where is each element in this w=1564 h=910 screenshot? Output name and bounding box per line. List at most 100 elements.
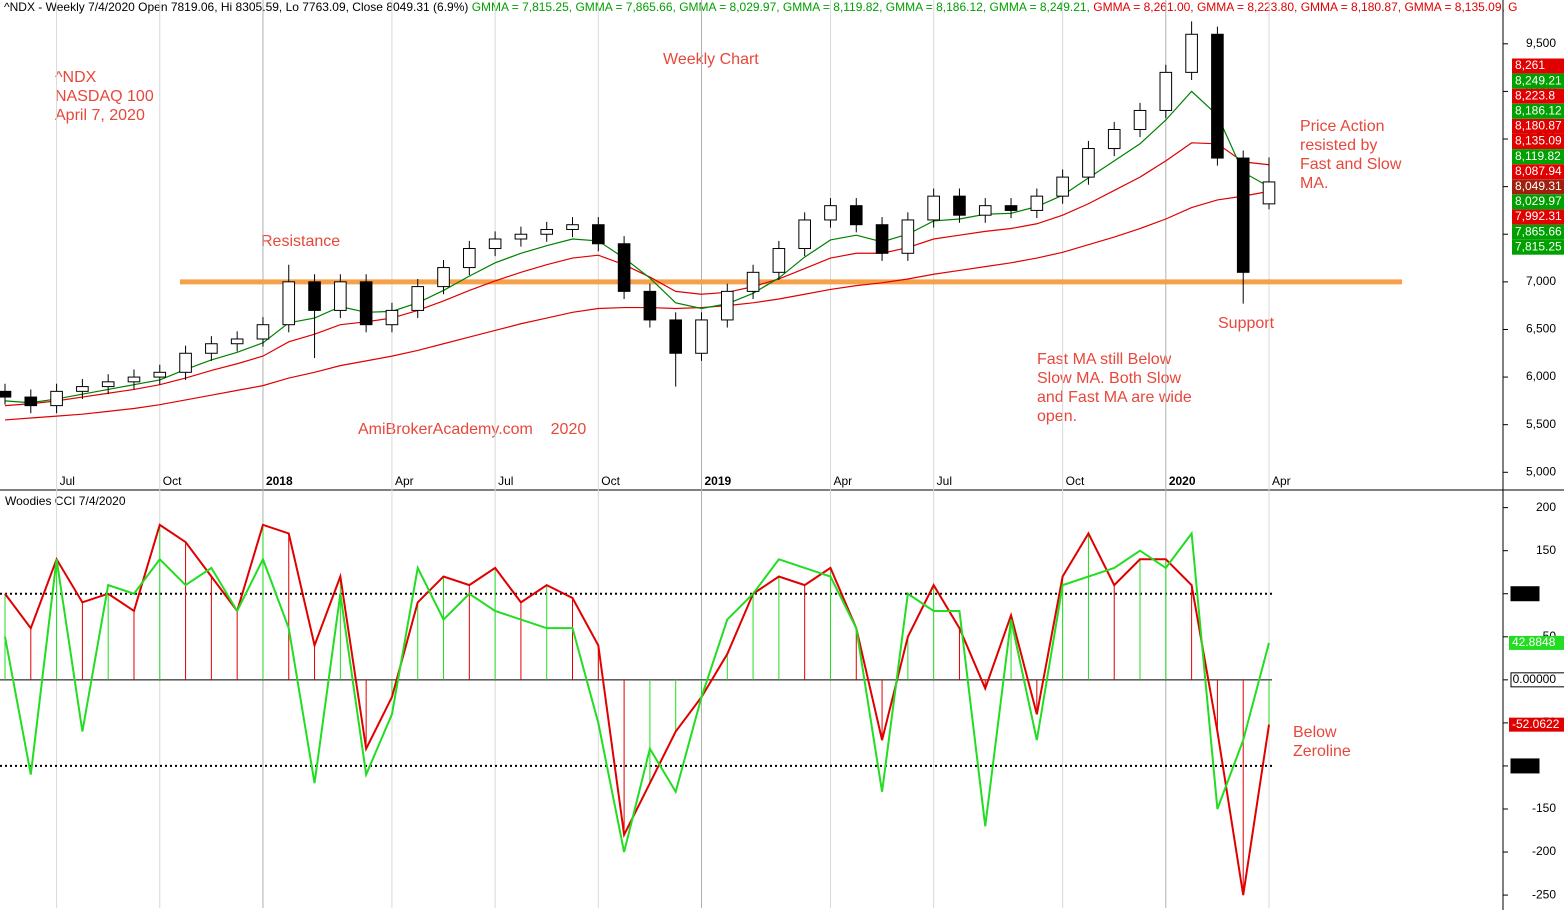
cci-line bbox=[4, 530, 1270, 853]
price-label: 8,186.12 bbox=[1515, 103, 1562, 117]
annotation: resisted by bbox=[1300, 137, 1377, 154]
candle-body bbox=[101, 381, 115, 388]
candle-body bbox=[514, 233, 528, 240]
price-label: 8,135.09 bbox=[1515, 134, 1562, 148]
candle-body bbox=[1082, 148, 1095, 178]
y-tick-label: -250 bbox=[1532, 887, 1556, 901]
candle-body bbox=[875, 224, 889, 254]
candle-body bbox=[927, 195, 940, 221]
annotation: AmiBrokerAcademy.com 2020 bbox=[358, 421, 586, 438]
gmma-line bbox=[4, 190, 1270, 421]
candle-body bbox=[205, 343, 218, 354]
candle-body bbox=[256, 324, 270, 340]
candle-body bbox=[1211, 33, 1224, 159]
annotation: and Fast MA are wide bbox=[1037, 389, 1192, 406]
candle-body bbox=[1107, 128, 1121, 150]
candle-body bbox=[772, 248, 786, 273]
y-tick-box bbox=[1510, 586, 1540, 602]
candle-body bbox=[0, 390, 12, 398]
header-segment: ^NDX - Weekly 7/4/2020 Open 7819.06, Hi … bbox=[4, 0, 472, 14]
y-tick-label: 5,000 bbox=[1526, 464, 1556, 478]
gmma-line bbox=[4, 90, 1270, 404]
annotation: Support bbox=[1218, 315, 1275, 332]
price-label-box bbox=[1512, 73, 1564, 89]
y-tick-label: 7,000 bbox=[1526, 274, 1556, 288]
candle-body bbox=[798, 219, 811, 250]
candle-body bbox=[1133, 109, 1147, 130]
y-tick-label: 6,000 bbox=[1526, 369, 1556, 383]
candle-body bbox=[1262, 181, 1276, 205]
x-tick-label: 2018 bbox=[266, 474, 293, 488]
x-tick-label: Oct bbox=[1066, 474, 1085, 488]
annotation: Fast and Slow bbox=[1300, 156, 1402, 173]
price-label-box bbox=[1512, 239, 1564, 255]
annotation: NASDAQ 100 bbox=[55, 88, 154, 105]
price-label-box bbox=[1512, 209, 1564, 225]
price-label: 8,261 bbox=[1515, 58, 1545, 72]
panel-title: Woodies CCI 7/4/2020 bbox=[5, 494, 126, 508]
candle-body bbox=[50, 390, 63, 407]
y-tick-label: 5,500 bbox=[1526, 417, 1556, 431]
candle-body bbox=[385, 309, 399, 326]
x-tick-label: Apr bbox=[1272, 474, 1291, 488]
price-label: 8,119.82 bbox=[1515, 149, 1561, 163]
x-tick-label: Oct bbox=[601, 474, 620, 488]
price-label: 7,865.66 bbox=[1515, 224, 1562, 238]
candle-body bbox=[592, 224, 605, 245]
y-tick-label: 200 bbox=[1536, 500, 1556, 514]
annotation: Weekly Chart bbox=[663, 51, 759, 68]
price-label-box bbox=[1512, 149, 1564, 165]
header-segment: G bbox=[1508, 0, 1517, 14]
annotation: Slow MA. Both Slow bbox=[1037, 370, 1182, 387]
annotation: Price Action bbox=[1300, 118, 1384, 135]
header-segment: GMMA = 8,119.82, bbox=[783, 0, 886, 14]
x-tick-label: 2019 bbox=[704, 474, 731, 488]
candle-body bbox=[720, 290, 734, 321]
candle-body bbox=[540, 228, 554, 235]
candle-body bbox=[901, 219, 915, 254]
candle-body bbox=[24, 396, 38, 407]
header-segment: GMMA = 8,029.97, bbox=[679, 0, 783, 14]
y-tick-label: -200 bbox=[1532, 844, 1556, 858]
y-tick-box bbox=[1510, 758, 1540, 774]
y-tick-label: 9,500 bbox=[1526, 36, 1556, 50]
price-label: 7,992.31 bbox=[1515, 209, 1562, 223]
candle-body bbox=[179, 352, 192, 373]
chart-header: ^NDX - Weekly 7/4/2020 Open 7819.06, Hi … bbox=[4, 0, 1518, 14]
price-label: 8,087.94 bbox=[1515, 164, 1562, 178]
value-label: -52.0622 bbox=[1512, 717, 1560, 731]
annotation: ^NDX bbox=[55, 69, 97, 86]
annotation: Zeroline bbox=[1293, 743, 1351, 760]
annotation: open. bbox=[1037, 408, 1077, 425]
candle-body bbox=[824, 205, 837, 221]
y-tick-box bbox=[1510, 672, 1564, 688]
y-tick-label: -100 bbox=[1511, 758, 1535, 772]
candle-body bbox=[488, 238, 502, 250]
y-tick-label: -150 bbox=[1532, 801, 1556, 815]
y-tick-label: 150 bbox=[1536, 543, 1556, 557]
candle-body bbox=[849, 205, 863, 226]
candle-body bbox=[76, 386, 89, 392]
price-label: 8,180.87 bbox=[1515, 119, 1562, 133]
price-label: 8,223.8 bbox=[1515, 88, 1555, 102]
x-tick-label: Jul bbox=[60, 474, 75, 488]
price-label-box bbox=[1512, 103, 1564, 119]
annotation: Fast MA still Below bbox=[1037, 351, 1172, 368]
annotation: April 7, 2020 bbox=[55, 107, 145, 124]
candle-body bbox=[643, 290, 657, 321]
value-box bbox=[1509, 635, 1564, 650]
gmma-line bbox=[4, 142, 1270, 407]
header-segment: GMMA = 8,135.09, bbox=[1404, 0, 1508, 14]
candle-body bbox=[566, 224, 579, 230]
price-label-box bbox=[1512, 194, 1564, 210]
header-segment: GMMA = 8,249.21, bbox=[990, 0, 1094, 14]
y-tick-label: 6,500 bbox=[1526, 322, 1556, 336]
candle-body bbox=[1056, 176, 1069, 197]
candle-body bbox=[1185, 33, 1198, 73]
candle-body bbox=[437, 267, 450, 288]
x-tick-label: Jul bbox=[937, 474, 952, 488]
x-tick-label: Apr bbox=[833, 474, 852, 488]
cci-line bbox=[4, 523, 1270, 896]
candle-body bbox=[153, 371, 167, 378]
y-tick-label: 100 bbox=[1515, 586, 1535, 600]
